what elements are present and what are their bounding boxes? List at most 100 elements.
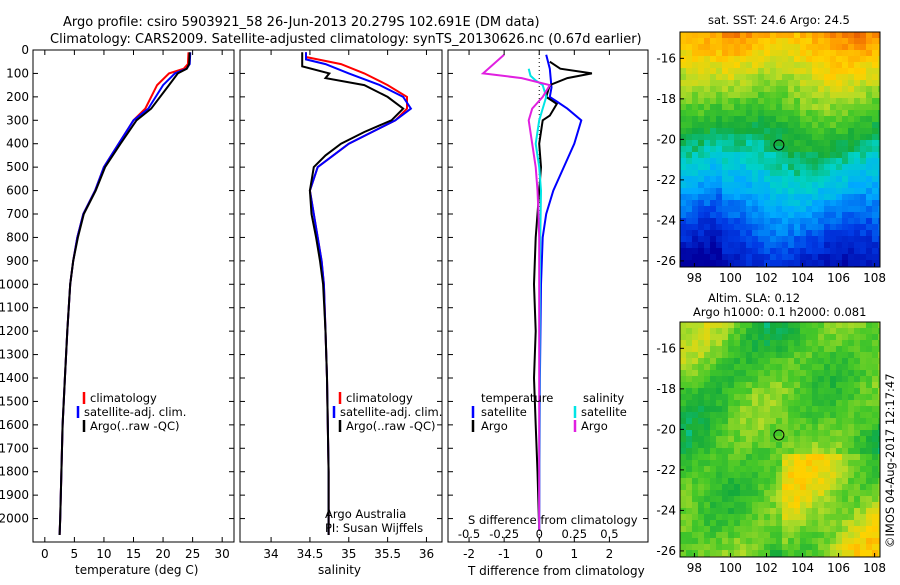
map-cell [686,200,692,206]
map-cell [830,448,836,454]
map-cell [728,400,734,406]
map-cell [686,490,692,496]
map-cell [830,496,836,502]
map-cell [866,86,872,92]
map-cell [806,242,812,248]
map-cell [854,340,860,346]
map-cell [686,538,692,544]
map-cell [836,430,842,436]
map-cell [806,248,812,254]
map-cell [830,50,836,56]
map-cell [788,526,794,532]
x-tick-label: 30 [215,547,230,561]
map-cell [830,164,836,170]
map-cell [680,152,686,158]
map-cell [782,490,788,496]
map-cell [740,490,746,496]
map-cell [872,412,878,418]
map-cell [836,194,842,200]
map-cell [686,442,692,448]
map-cell [806,412,812,418]
map-cell [800,496,806,502]
y-tick-label: 900 [6,254,29,268]
map-cell [698,370,704,376]
map-cell [854,430,860,436]
map-cell [698,104,704,110]
map-cell [782,212,788,218]
map-cell [710,340,716,346]
map-cell [830,182,836,188]
map-cell [746,110,752,116]
map-cell [704,364,710,370]
map-cell [878,158,880,164]
map-cell [812,550,818,556]
map-cell [758,176,764,182]
map-cell [830,454,836,460]
map-cell [878,430,880,436]
map-cell [698,496,704,502]
map-cell [842,152,848,158]
map-cell [686,436,692,442]
map-cell [788,520,794,526]
map-cell [752,424,758,430]
map-cell [848,376,854,382]
map-cell [704,254,710,260]
map-cell [740,182,746,188]
map-cell [866,508,872,514]
map-cell [722,62,728,68]
map-cell [704,376,710,382]
map-cell [770,206,776,212]
map-cell [854,158,860,164]
map-cell [776,50,782,56]
map-cell [830,520,836,526]
map-cell [752,110,758,116]
map-cell [752,382,758,388]
map-cell [818,550,824,556]
map-cell [686,248,692,254]
map-cell [782,424,788,430]
map-cell [692,358,698,364]
map-cell [746,550,752,556]
map-cell [680,230,686,236]
map-cell [728,478,734,484]
map-cell [746,430,752,436]
map-cell [866,152,872,158]
map-cell [830,116,836,122]
map-cell [872,382,878,388]
map-cell [848,448,854,454]
map-cell [818,62,824,68]
map-cell [806,80,812,86]
pi-annotation: PI: Susan Wijffels [325,521,423,535]
map-cell [776,206,782,212]
map-cell [764,134,770,140]
map-cell [818,454,824,460]
map-cell [788,170,794,176]
map-cell [860,164,866,170]
map-cell [764,224,770,230]
map-cell [878,104,880,110]
map-cell [680,508,686,514]
y-tick-label: 200 [6,90,29,104]
map-cell [842,50,848,56]
map-cell [812,50,818,56]
map-cell [806,44,812,50]
map-cell [812,400,818,406]
map-cell [758,152,764,158]
map-cell [746,116,752,122]
map-cell [758,322,764,328]
map-cell [806,188,812,194]
map-cell [794,68,800,74]
map-cell [716,382,722,388]
map-cell [806,50,812,56]
map-cell [788,418,794,424]
map-cell [818,122,824,128]
map-cell [776,248,782,254]
map-cell [728,242,734,248]
map-cell [860,526,866,532]
map-cell [710,134,716,140]
map-cell [836,122,842,128]
map-cell [770,92,776,98]
map-cell [848,182,854,188]
map-cell [704,466,710,472]
map-cell [704,80,710,86]
